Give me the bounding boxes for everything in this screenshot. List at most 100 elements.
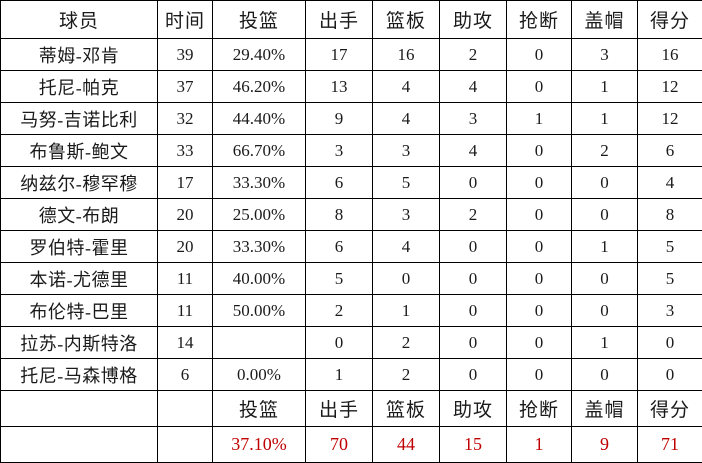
column-header-blk: 盖帽 — [572, 1, 638, 39]
stat-cell-pts: 12 — [638, 103, 702, 135]
footer-label-blk: 盖帽 — [572, 391, 638, 427]
stat-cell-fga: 9 — [306, 103, 373, 135]
stat-cell-pts: 0 — [638, 327, 702, 359]
stat-cell-reb: 4 — [373, 231, 440, 263]
stat-cell-ast: 0 — [440, 167, 507, 199]
stat-cell-blk: 0 — [572, 199, 638, 231]
stat-cell-reb: 1 — [373, 295, 440, 327]
column-header-reb: 篮板 — [373, 1, 440, 39]
stat-cell-ast: 2 — [440, 199, 507, 231]
stat-cell-pts: 4 — [638, 167, 702, 199]
stat-cell-min: 33 — [158, 135, 213, 167]
stat-cell-ast: 3 — [440, 103, 507, 135]
stat-cell-fgpct: 0.00% — [213, 359, 306, 391]
player-name-cell: 托尼-马森博格 — [1, 359, 158, 391]
stat-cell-reb: 3 — [373, 199, 440, 231]
stat-cell-fgpct: 25.00% — [213, 199, 306, 231]
footer-total-name — [1, 427, 158, 463]
footer-label-fgpct: 投篮 — [213, 391, 306, 427]
stat-cell-fga: 13 — [306, 71, 373, 103]
stat-cell-fgpct: 33.30% — [213, 231, 306, 263]
stat-cell-pts: 16 — [638, 39, 702, 71]
stat-cell-fga: 8 — [306, 199, 373, 231]
stat-cell-fga: 6 — [306, 231, 373, 263]
footer-label-ast: 助攻 — [440, 391, 507, 427]
stat-cell-ast: 2 — [440, 39, 507, 71]
footer-total-row: 37.10% 70 44 15 1 9 71 — [1, 427, 702, 463]
stat-cell-stl: 1 — [507, 103, 572, 135]
table-footer: 投篮 出手 篮板 助攻 抢断 盖帽 得分 37.10% 70 44 15 1 9… — [1, 391, 702, 463]
stat-cell-fgpct: 50.00% — [213, 295, 306, 327]
table-header: 球员 时间 投篮 出手 篮板 助攻 抢断 盖帽 得分 — [1, 1, 702, 39]
stat-cell-fgpct: 40.00% — [213, 263, 306, 295]
stat-cell-stl: 0 — [507, 263, 572, 295]
footer-label-row: 投篮 出手 篮板 助攻 抢断 盖帽 得分 — [1, 391, 702, 427]
stat-cell-ast: 0 — [440, 359, 507, 391]
stat-cell-min: 32 — [158, 103, 213, 135]
footer-total-fgpct: 37.10% — [213, 427, 306, 463]
stat-cell-reb: 5 — [373, 167, 440, 199]
stat-cell-pts: 12 — [638, 71, 702, 103]
stat-cell-blk: 1 — [572, 103, 638, 135]
footer-total-ast: 15 — [440, 427, 507, 463]
stat-cell-ast: 4 — [440, 71, 507, 103]
footer-total-blk: 9 — [572, 427, 638, 463]
stat-cell-fga: 6 — [306, 167, 373, 199]
footer-total-pts: 71 — [638, 427, 702, 463]
player-name-cell: 蒂姆-邓肯 — [1, 39, 158, 71]
stat-cell-reb: 4 — [373, 103, 440, 135]
stat-cell-ast: 4 — [440, 135, 507, 167]
player-name-cell: 纳兹尔-穆罕穆 — [1, 167, 158, 199]
stat-cell-min: 11 — [158, 295, 213, 327]
header-row: 球员 时间 投篮 出手 篮板 助攻 抢断 盖帽 得分 — [1, 1, 702, 39]
stat-cell-reb: 2 — [373, 359, 440, 391]
stat-cell-min: 20 — [158, 199, 213, 231]
player-name-cell: 布伦特-巴里 — [1, 295, 158, 327]
column-header-ast: 助攻 — [440, 1, 507, 39]
column-header-min: 时间 — [158, 1, 213, 39]
stat-cell-pts: 0 — [638, 359, 702, 391]
footer-total-stl: 1 — [507, 427, 572, 463]
column-header-stl: 抢断 — [507, 1, 572, 39]
stat-cell-stl: 0 — [507, 327, 572, 359]
stat-cell-blk: 1 — [572, 231, 638, 263]
stat-cell-min: 14 — [158, 327, 213, 359]
player-name-cell: 托尼-帕克 — [1, 71, 158, 103]
footer-label-pts: 得分 — [638, 391, 702, 427]
stat-cell-reb: 3 — [373, 135, 440, 167]
stat-cell-stl: 0 — [507, 359, 572, 391]
column-header-name: 球员 — [1, 1, 158, 39]
stat-cell-stl: 0 — [507, 199, 572, 231]
column-header-pts: 得分 — [638, 1, 702, 39]
stat-cell-pts: 8 — [638, 199, 702, 231]
stat-cell-reb: 0 — [373, 263, 440, 295]
player-name-cell: 德文-布朗 — [1, 199, 158, 231]
stat-cell-stl: 0 — [507, 167, 572, 199]
stat-cell-ast: 0 — [440, 263, 507, 295]
stat-cell-stl: 0 — [507, 71, 572, 103]
stat-cell-fga: 2 — [306, 295, 373, 327]
stat-cell-stl: 0 — [507, 135, 572, 167]
footer-label-stl: 抢断 — [507, 391, 572, 427]
stat-cell-blk: 2 — [572, 135, 638, 167]
stat-cell-min: 39 — [158, 39, 213, 71]
stat-cell-pts: 5 — [638, 263, 702, 295]
stat-cell-blk: 0 — [572, 167, 638, 199]
stat-cell-fgpct: 33.30% — [213, 167, 306, 199]
stat-cell-fga: 5 — [306, 263, 373, 295]
stat-cell-ast: 0 — [440, 231, 507, 263]
footer-label-fga: 出手 — [306, 391, 373, 427]
stat-cell-blk: 0 — [572, 263, 638, 295]
